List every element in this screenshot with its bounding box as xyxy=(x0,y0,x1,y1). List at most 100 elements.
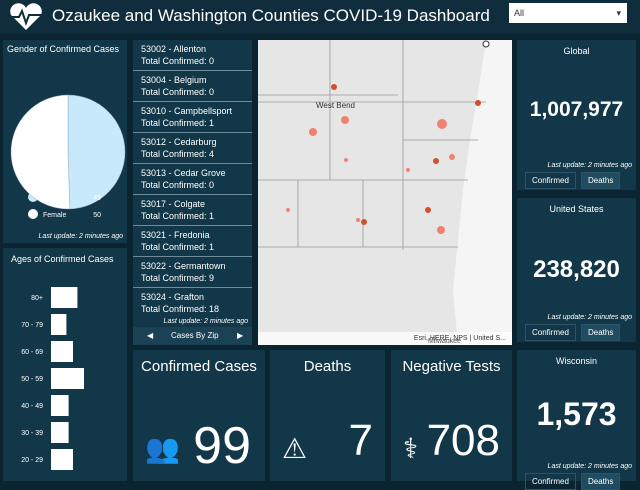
region-tab[interactable]: Deaths xyxy=(581,324,621,341)
zip-count: Total Confirmed: 1 xyxy=(141,118,215,128)
header: Ozaukee and Washington Counties COVID-19… xyxy=(0,0,640,34)
card-icon: ⚠ xyxy=(282,433,308,464)
zip-count: Total Confirmed: 18 xyxy=(141,304,220,314)
gender-panel: Gender of Confirmed Cases Male49Female50… xyxy=(3,40,127,243)
card-icon: 👥 xyxy=(145,433,180,464)
region-tab[interactable]: Confirmed xyxy=(525,324,576,341)
zip-name: 53013 - Cedar Grove xyxy=(141,168,226,178)
legend-value: 49 xyxy=(93,195,101,202)
region-tab[interactable]: Confirmed xyxy=(525,172,576,189)
pie-slice xyxy=(67,94,126,210)
zip-count: Total Confirmed: 0 xyxy=(141,87,215,97)
card-title: Negative Tests xyxy=(402,358,501,375)
legend-value: 50 xyxy=(93,212,101,219)
card-value: 708 xyxy=(426,416,500,465)
legend-label: Female xyxy=(43,212,66,219)
zip-name: 53012 - Cedarburg xyxy=(141,137,217,147)
bar xyxy=(51,287,78,308)
bar xyxy=(51,422,69,443)
card-title: Deaths xyxy=(303,358,352,375)
category-label: 40 - 49 xyxy=(21,403,43,410)
zip-count: Total Confirmed: 9 xyxy=(141,273,215,283)
zip-name: 53010 - Campbellsport xyxy=(141,106,233,116)
zip-name: 53004 - Belgium xyxy=(141,75,207,85)
card-value: 7 xyxy=(348,416,373,465)
card-title: Confirmed Cases xyxy=(141,358,257,375)
zip-item[interactable]: 53017 - Colgate Total Confirmed: 1 xyxy=(133,195,252,226)
region-card: Wisconsin 1,573 Last update: 2 minutes ago… xyxy=(517,350,636,490)
bar xyxy=(51,314,67,335)
bar xyxy=(51,341,73,362)
region-title: Wisconsin xyxy=(555,356,597,366)
city-label: Milwaukee xyxy=(428,338,462,345)
stat-card: Deaths ⚠ 7 xyxy=(270,350,385,481)
heart-icon xyxy=(9,3,43,31)
zip-count: Total Confirmed: 0 xyxy=(141,180,215,190)
bar xyxy=(51,395,69,416)
zip-name: 53024 - Grafton xyxy=(141,292,205,302)
region-tab[interactable]: Deaths xyxy=(581,172,621,189)
region-title: Global xyxy=(563,46,590,56)
region-tab[interactable]: Confirmed xyxy=(525,473,576,490)
category-label: 80+ xyxy=(31,295,43,302)
category-label: 70 - 79 xyxy=(21,322,43,329)
title: Ozaukee and Washington Counties COVID-19… xyxy=(52,6,490,25)
zip-item[interactable]: 53010 - Campbellsport Total Confirmed: 1 xyxy=(133,102,252,133)
region-value: 1,007,977 xyxy=(529,98,624,121)
filter-value: All xyxy=(514,8,525,18)
zip-item[interactable]: 53021 - Fredonia Total Confirmed: 1 xyxy=(133,226,252,257)
bar xyxy=(51,368,84,389)
zip-name: 53017 - Colgate xyxy=(141,199,206,209)
zip-item[interactable]: 53013 - Cedar Grove Total Confirmed: 0 xyxy=(133,164,252,195)
zip-count: Total Confirmed: 0 xyxy=(141,56,215,66)
region-value: 1,573 xyxy=(536,396,617,432)
zip-list: 53002 - Allenton Total Confirmed: 0 53004 … xyxy=(133,40,252,316)
zip-name: 53021 - Fredonia xyxy=(141,230,210,240)
place-label: West Bend xyxy=(316,101,355,110)
prev-arrow[interactable]: ◀ xyxy=(147,331,154,340)
map-drawing xyxy=(258,40,512,345)
region-title: United States xyxy=(549,204,604,214)
category-label: 50 - 59 xyxy=(21,376,43,383)
update-note: Last update: 2 minutes ago xyxy=(547,314,632,321)
map[interactable]: West Bend Esri, HERE, NPS | United S... … xyxy=(258,40,512,345)
card-value: 99 xyxy=(193,417,251,475)
region-value: 238,820 xyxy=(533,256,620,283)
region-card: United States 238,820 Last update: 2 minut… xyxy=(517,198,636,342)
dropdown-arrow: ▾ xyxy=(616,8,621,18)
region-card: Global 1,007,977 Last update: 2 minutes ag… xyxy=(517,40,636,190)
zip-item[interactable]: 53022 - Germantown Total Confirmed: 9 xyxy=(133,257,252,288)
zip-pager: ◀ Cases By Zip ▶ xyxy=(133,327,252,345)
update-note: Last update: 2 minutes ago xyxy=(163,318,248,325)
attribution: Esri, HERE, NPS | United S... xyxy=(258,332,512,345)
zip-item[interactable]: 53012 - Cedarburg Total Confirmed: 4 xyxy=(133,133,252,164)
panel-title: Gender of Confirmed Cases xyxy=(7,44,120,54)
zip-item[interactable]: 53004 - Belgium Total Confirmed: 0 xyxy=(133,71,252,102)
update-note: Last update: 2 minutes ago xyxy=(547,162,632,169)
ages-panel: Ages of Confirmed Cases 80+ 70 - 79 60 - 6… xyxy=(3,248,127,481)
zip-name: 53002 - Allenton xyxy=(141,44,207,54)
card-icon: ⚕ xyxy=(403,433,419,464)
filter-dropdown[interactable]: All ▾ xyxy=(509,3,627,23)
category-label: 20 - 29 xyxy=(21,457,43,464)
pie-chart: Male49Female50 xyxy=(10,94,126,219)
stat-card: Negative Tests ⚕ 708 xyxy=(391,350,512,481)
category-label: 30 - 39 xyxy=(21,430,43,437)
region-tab[interactable]: Deaths xyxy=(581,473,621,490)
bar xyxy=(51,449,73,470)
stat-card: Confirmed Cases 👥 99 xyxy=(133,350,265,481)
zip-name: 53022 - Germantown xyxy=(141,261,226,271)
zip-item[interactable]: 53002 - Allenton Total Confirmed: 0 xyxy=(133,40,252,71)
legend-swatch xyxy=(28,209,38,219)
next-arrow[interactable]: ▶ xyxy=(237,331,244,340)
update-note: Last update: 2 minutes ago xyxy=(547,463,632,470)
zip-count: Total Confirmed: 1 xyxy=(141,242,215,252)
pie-slice xyxy=(10,94,71,210)
category-label: 60 - 69 xyxy=(21,349,43,356)
zip-item[interactable]: 53024 - Grafton Total Confirmed: 18 xyxy=(133,288,252,316)
zip-count: Total Confirmed: 4 xyxy=(141,149,215,159)
zip-count: Total Confirmed: 1 xyxy=(141,211,215,221)
pager-tab[interactable]: Cases By Zip xyxy=(171,331,219,340)
panel-title: Ages of Confirmed Cases xyxy=(11,254,114,264)
